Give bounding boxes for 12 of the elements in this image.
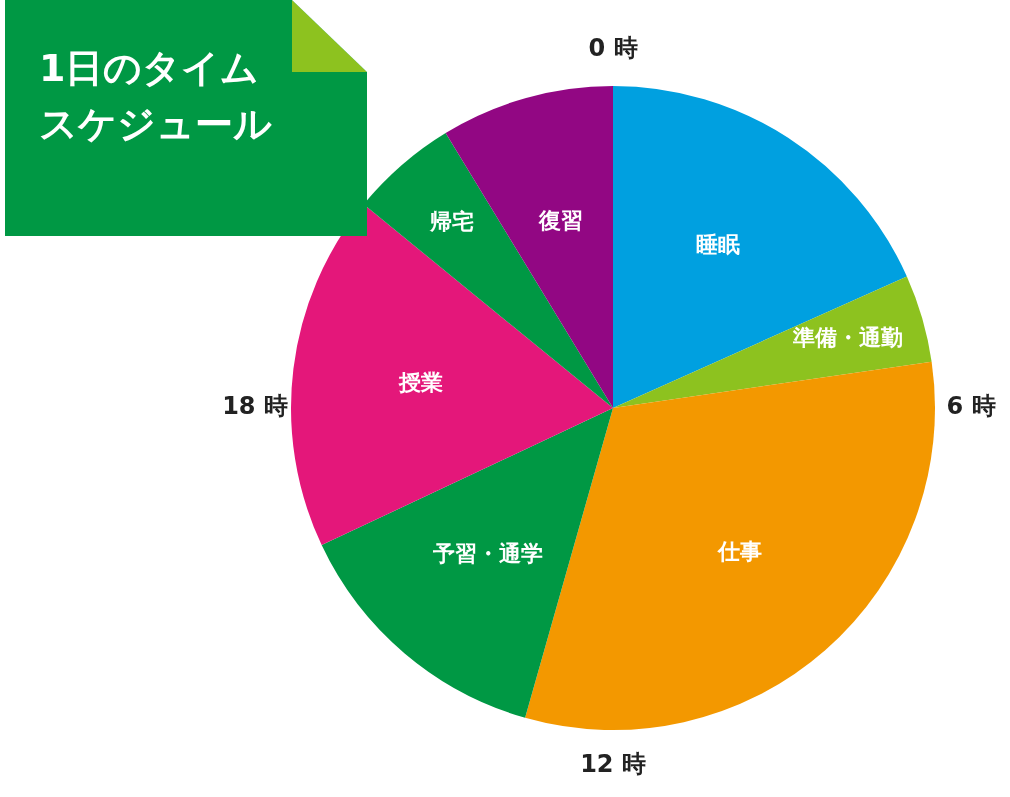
text: 6 時 — [946, 392, 996, 421]
text: 18 時 — [222, 392, 288, 421]
slice-label: 予習・通学 — [431, 541, 543, 567]
text: 0 時 — [588, 34, 638, 63]
slice-label: 帰宅 — [429, 209, 475, 235]
slice-label: 仕事 — [717, 539, 763, 565]
slice-label: 準備・通勤 — [792, 325, 903, 351]
text: 12 時 — [580, 750, 646, 779]
slice-label: 授業 — [398, 370, 444, 396]
slice-label: 睡眠 — [696, 231, 741, 257]
chart-title: 1日のタイムスケジュール — [5, 0, 367, 236]
slice-label: 復習 — [537, 207, 583, 233]
